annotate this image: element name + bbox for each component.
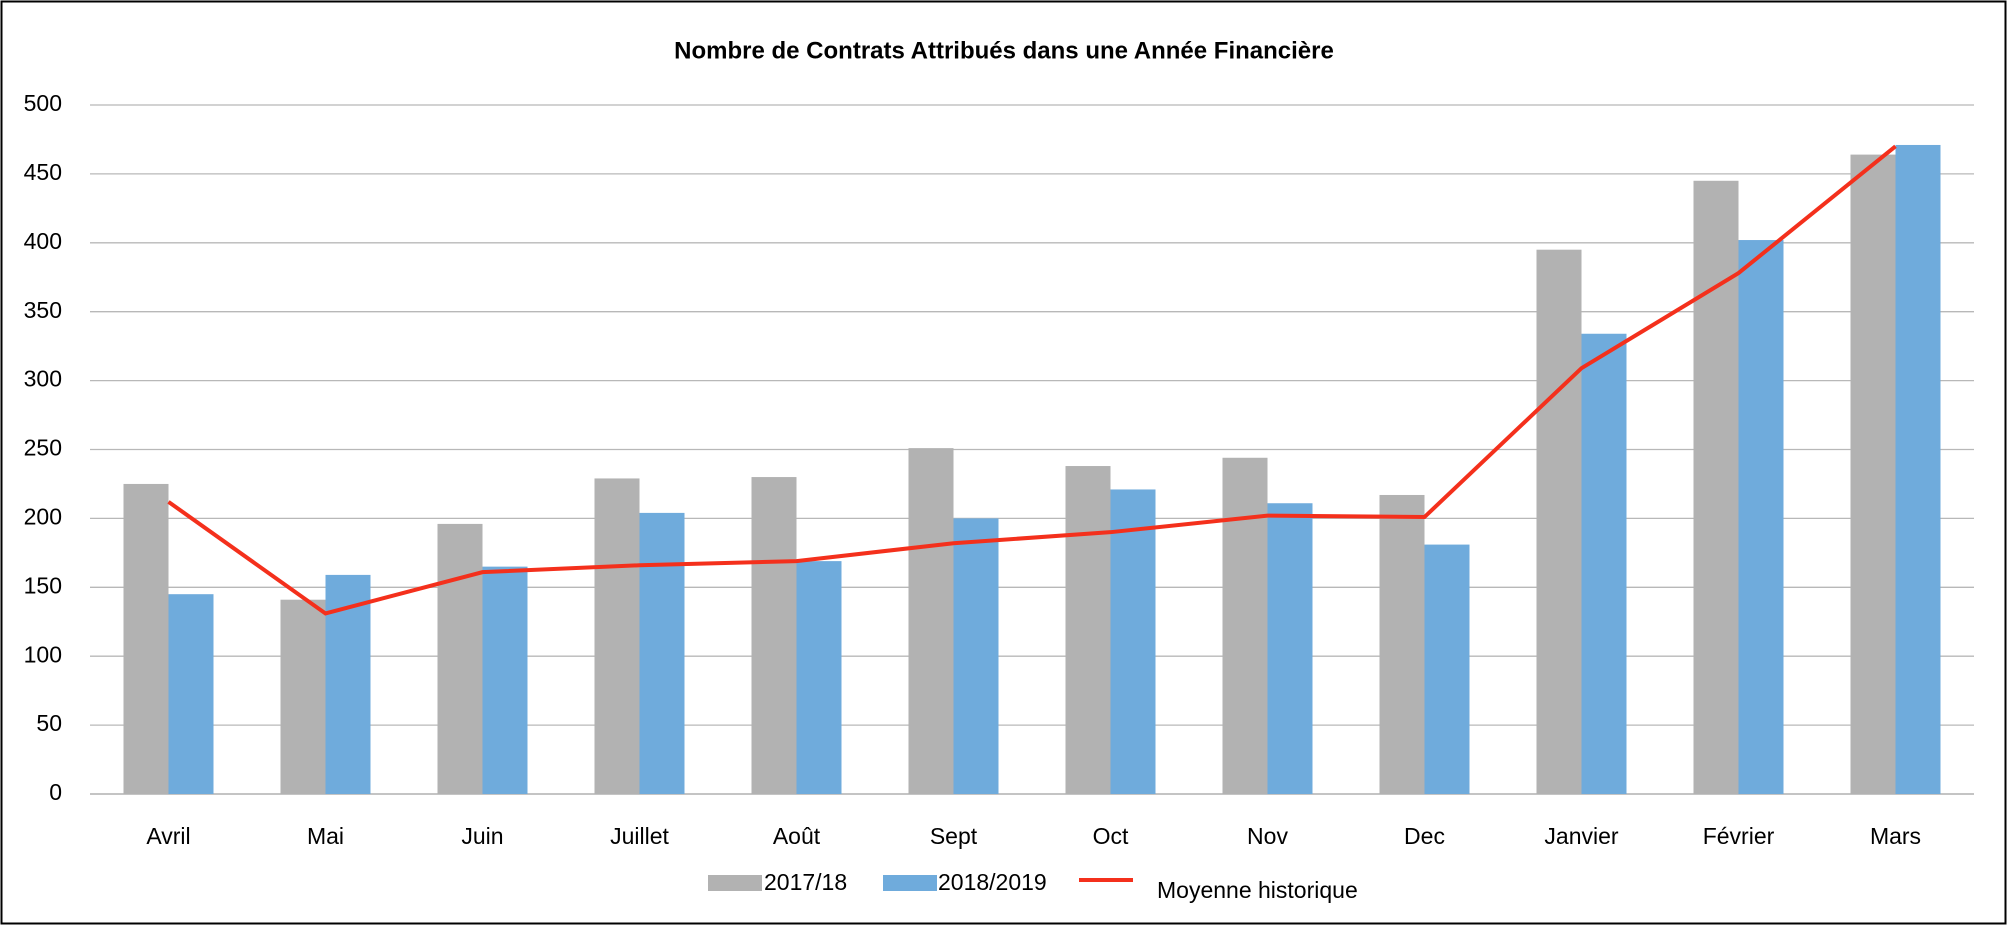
x-tick-label: Mai <box>307 823 344 849</box>
x-tick-label: Juin <box>461 823 503 849</box>
x-tick-label: Nov <box>1247 823 1288 849</box>
y-tick-label: 450 <box>24 159 62 185</box>
y-tick-label: 100 <box>24 641 62 667</box>
x-tick-label: Sept <box>930 823 978 849</box>
bar <box>751 477 797 794</box>
y-tick-label: 350 <box>24 297 62 323</box>
bar <box>1267 503 1313 794</box>
bar <box>482 566 528 794</box>
bar <box>1536 249 1582 794</box>
legend-swatch <box>883 875 937 891</box>
bar <box>1738 240 1784 794</box>
bar <box>280 599 326 794</box>
bar <box>1895 144 1941 794</box>
y-tick-label: 150 <box>24 572 62 598</box>
bar <box>123 483 169 794</box>
x-tick-label: Juillet <box>610 823 669 849</box>
bar <box>594 478 640 794</box>
y-tick-label: 400 <box>24 228 62 254</box>
y-tick-label: 250 <box>24 435 62 461</box>
legend-swatch <box>708 875 762 891</box>
y-tick-label: 200 <box>24 503 62 529</box>
bar <box>1424 544 1470 794</box>
line-series <box>167 144 1897 616</box>
bar <box>1222 457 1268 794</box>
bar <box>796 561 842 794</box>
chart-title: Nombre de Contrats Attribués dans une An… <box>674 37 1334 64</box>
legend-label: Moyenne historique <box>1157 877 1358 903</box>
x-tick-label: Oct <box>1093 823 1129 849</box>
x-tick-label: Mars <box>1870 823 1921 849</box>
bar <box>1065 466 1111 794</box>
bar <box>1110 489 1156 794</box>
bar <box>639 512 685 794</box>
bar <box>953 518 999 794</box>
x-tick-label: Janvier <box>1544 823 1618 849</box>
y-tick-label: 300 <box>24 366 62 392</box>
bar <box>1581 333 1627 794</box>
x-tick-label: Avril <box>146 823 190 849</box>
x-tick-label: Dec <box>1404 823 1445 849</box>
x-tick-label: Février <box>1703 823 1775 849</box>
legend-label: 2018/2019 <box>938 869 1047 895</box>
bar <box>1379 494 1425 794</box>
legend-label: 2017/18 <box>764 869 847 895</box>
bar <box>908 448 954 794</box>
y-tick-label: 50 <box>36 710 62 736</box>
x-tick-label: Août <box>773 823 821 849</box>
bar <box>437 523 483 794</box>
y-tick-label: 500 <box>24 90 62 116</box>
y-tick-label: 0 <box>49 779 62 805</box>
bar <box>1693 180 1739 795</box>
bar <box>168 594 214 794</box>
bar <box>1850 154 1896 794</box>
